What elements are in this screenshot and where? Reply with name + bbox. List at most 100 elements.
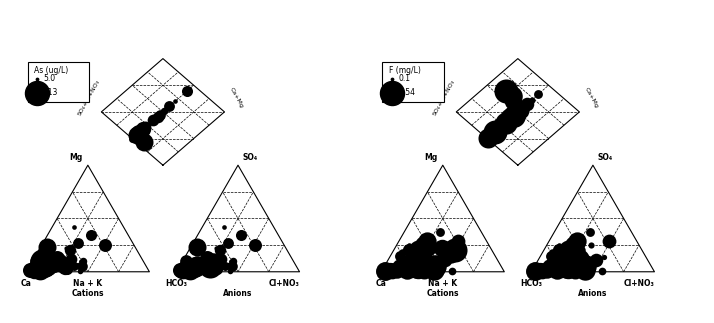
Point <box>154 112 166 117</box>
Text: Cl+NO₃: Cl+NO₃ <box>623 279 655 288</box>
Point <box>72 241 84 246</box>
Point <box>35 262 46 267</box>
Point <box>151 115 162 120</box>
Point <box>175 268 186 274</box>
Point <box>176 269 187 274</box>
Point <box>29 266 41 272</box>
Text: Ca+Mg: Ca+Mg <box>584 87 600 109</box>
Point <box>482 135 493 141</box>
Text: F (mg/L): F (mg/L) <box>388 66 421 75</box>
Point <box>422 244 433 249</box>
Point <box>42 263 54 268</box>
Point <box>422 243 433 248</box>
Point <box>508 112 520 118</box>
Point <box>500 120 511 125</box>
Point <box>386 77 398 82</box>
Point <box>31 258 42 264</box>
Point <box>176 269 187 274</box>
Point <box>184 267 196 272</box>
Point <box>571 251 583 256</box>
Point <box>225 258 236 263</box>
Point <box>186 267 197 272</box>
Point <box>506 115 517 120</box>
Point <box>560 263 572 268</box>
Point <box>28 269 39 274</box>
Point <box>553 248 565 253</box>
Point <box>565 263 576 268</box>
Point <box>191 260 203 265</box>
Point <box>489 129 501 134</box>
Point <box>551 261 563 266</box>
Point <box>407 261 418 266</box>
Point <box>59 265 71 270</box>
Point <box>453 238 464 243</box>
Point <box>403 243 414 248</box>
Point <box>536 268 548 274</box>
Point <box>526 97 538 102</box>
Point <box>71 262 83 267</box>
Point <box>131 132 143 137</box>
Point <box>572 244 583 249</box>
Point <box>544 267 555 272</box>
Point <box>411 263 422 268</box>
Point <box>436 242 447 247</box>
Point <box>537 266 548 271</box>
Text: SO₄: SO₄ <box>598 152 613 162</box>
Point <box>63 266 74 272</box>
Point <box>425 248 436 253</box>
Point <box>211 245 222 250</box>
Point <box>572 243 583 248</box>
Text: Ca: Ca <box>21 279 31 288</box>
Point <box>134 130 146 135</box>
Point <box>563 266 575 271</box>
Point <box>562 266 573 271</box>
Point <box>169 99 181 104</box>
Point <box>218 225 230 230</box>
Point <box>54 259 65 265</box>
Text: As (ug/L): As (ug/L) <box>34 66 68 75</box>
Point <box>393 264 405 269</box>
Point <box>164 104 175 109</box>
Point <box>31 90 43 95</box>
Point <box>180 269 191 274</box>
Point <box>512 110 523 115</box>
Point <box>202 255 213 261</box>
Point <box>36 259 47 264</box>
Point <box>394 265 406 270</box>
Point <box>205 264 216 269</box>
Point <box>31 266 42 271</box>
Point <box>136 128 147 133</box>
Point <box>178 269 189 274</box>
Point <box>185 267 196 272</box>
Point <box>214 247 226 252</box>
Point <box>186 269 197 274</box>
Point <box>514 107 526 112</box>
Point <box>381 267 393 273</box>
Point <box>414 264 426 269</box>
Point <box>493 126 505 131</box>
Point <box>136 127 148 132</box>
Point <box>186 259 197 264</box>
Point <box>69 264 80 269</box>
Point <box>74 268 86 273</box>
Point <box>43 254 54 259</box>
Point <box>522 101 533 106</box>
Point <box>206 265 218 270</box>
Point <box>553 243 565 248</box>
Point <box>204 265 216 270</box>
Point <box>396 250 407 255</box>
Point <box>434 229 446 234</box>
Text: HCO₃: HCO₃ <box>521 279 543 288</box>
Point <box>56 265 68 270</box>
Point <box>208 262 219 267</box>
Point <box>573 256 585 262</box>
Point <box>569 258 580 264</box>
Point <box>58 262 69 267</box>
Point <box>381 267 392 272</box>
Point <box>40 266 51 271</box>
Point <box>34 267 46 272</box>
Point <box>508 113 519 118</box>
Point <box>51 263 62 268</box>
Point <box>61 245 72 250</box>
Point <box>542 266 553 272</box>
